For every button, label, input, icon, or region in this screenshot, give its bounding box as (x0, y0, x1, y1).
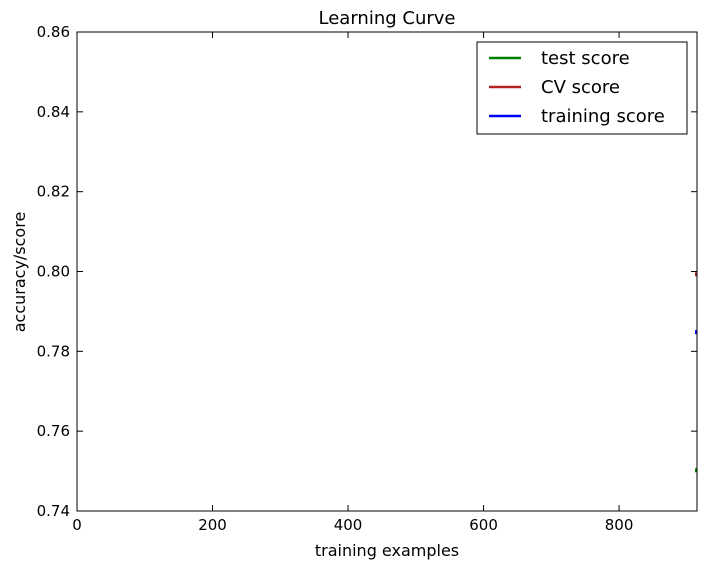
legend-label: test score (541, 48, 630, 69)
y-tick-label: 0.76 (37, 422, 70, 440)
y-tick-label: 0.82 (37, 183, 70, 201)
y-axis: 0.74 0.76 0.78 0.80 0.82 0.84 0.86 (37, 23, 697, 520)
y-tick-label: 0.84 (37, 103, 70, 121)
y-tick-label: 0.78 (37, 342, 70, 360)
x-tick-label: 600 (469, 516, 498, 534)
x-axis-label: training examples (315, 541, 459, 560)
chart-title: Learning Curve (319, 8, 456, 29)
x-tick-label: 0 (72, 516, 82, 534)
x-tick-label: 400 (334, 516, 363, 534)
x-tick-label: 800 (605, 516, 634, 534)
legend: test score CV score training score (476, 41, 688, 135)
legend-label: training score (541, 106, 665, 127)
legend-label: CV score (541, 77, 620, 98)
y-tick-label: 0.74 (37, 502, 70, 520)
y-axis-label: accuracy/score (10, 212, 29, 333)
y-tick-label: 0.86 (37, 23, 70, 41)
x-axis: 0 200 400 600 800 (72, 32, 633, 534)
y-tick-label: 0.80 (37, 263, 70, 281)
x-tick-label: 200 (198, 516, 227, 534)
